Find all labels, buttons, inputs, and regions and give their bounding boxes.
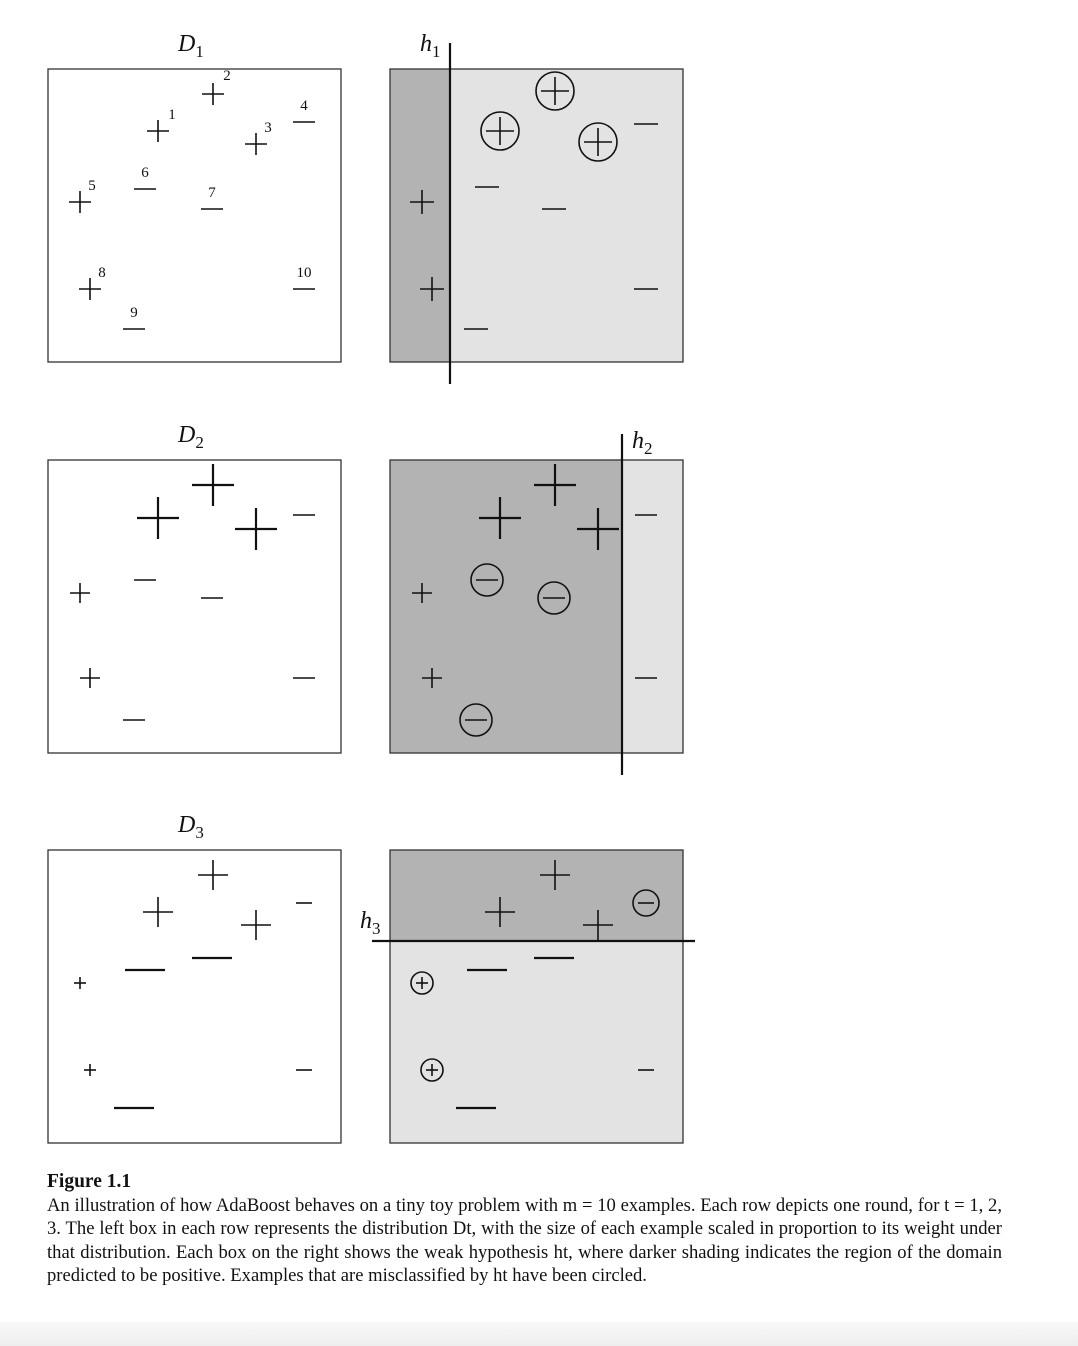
negative-region [622,460,683,753]
hypothesis-label: h2 [632,428,653,458]
caption-text: An illustration of how AdaBoost behaves … [47,1194,1002,1287]
misclassified-minus [459,703,493,737]
distribution-label: D1 [177,31,204,61]
misclassified-plus [420,1058,444,1082]
misclassified-minus [537,581,571,615]
distribution-box [47,849,342,1144]
hypothesis-example-plus [479,497,521,539]
hypothesis-example-plus [534,464,576,506]
example-index-label: 3 [264,120,272,136]
hypothesis-example-plus [540,860,570,890]
example-index-label: 1 [168,107,176,123]
example-index-label: 10 [297,265,312,281]
example-plus [198,860,228,890]
negative-region [450,69,683,362]
distribution-label: D2 [177,422,204,452]
example-index-label: 7 [208,185,216,201]
hypothesis-example-plus [410,190,434,214]
example-plus [202,83,224,105]
example-plus [192,464,234,506]
misclassified-plus [535,71,575,111]
misclassified-minus [632,889,660,917]
example-plus [74,977,86,989]
example-plus [80,668,100,688]
example-plus [147,120,169,142]
hypothesis-box [389,849,684,1144]
example-index-label: 8 [98,265,106,281]
example-index-label: 2 [223,68,231,84]
adaboost-figure: D1 1 2 3 4 5 6 7 8 9 10 h1 D2 h2 D3 h3 [47,31,695,1144]
positive-region [390,460,622,753]
figure-caption: Figure 1.1 An illustration of how AdaBoo… [47,1170,1002,1288]
example-plus [137,497,179,539]
example-plus [235,508,277,550]
example-plus [241,910,271,940]
hypothesis-example-plus [420,277,444,301]
misclassified-plus [578,122,618,162]
example-plus [143,897,173,927]
positive-region [390,69,450,362]
distribution-box [47,68,342,363]
hypothesis-label: h1 [420,31,441,61]
example-plus [84,1064,96,1076]
misclassified-minus [470,563,504,597]
hypothesis-example-plus [412,583,432,603]
hypothesis-box [389,459,684,754]
hypothesis-example-plus [422,668,442,688]
negative-region [390,941,683,1143]
example-index-label: 4 [300,98,308,114]
page-bottom-edge [0,1322,1078,1346]
example-plus [70,583,90,603]
distribution-label: D3 [177,812,204,842]
hypothesis-box [389,68,684,363]
hypothesis-example-plus [583,910,613,940]
example-index-label: 6 [141,165,149,181]
example-index-label: 5 [88,178,96,194]
caption-title: Figure 1.1 [47,1171,132,1192]
hypothesis-label: h3 [360,908,381,938]
example-plus [69,191,91,213]
hypothesis-example-plus [485,897,515,927]
hypothesis-example-plus [577,508,619,550]
distribution-box [47,459,342,754]
misclassified-plus [480,111,520,151]
misclassified-plus [410,971,434,995]
example-index-label: 9 [130,305,138,321]
example-plus [79,278,101,300]
example-plus [245,133,267,155]
positive-region [390,850,683,941]
